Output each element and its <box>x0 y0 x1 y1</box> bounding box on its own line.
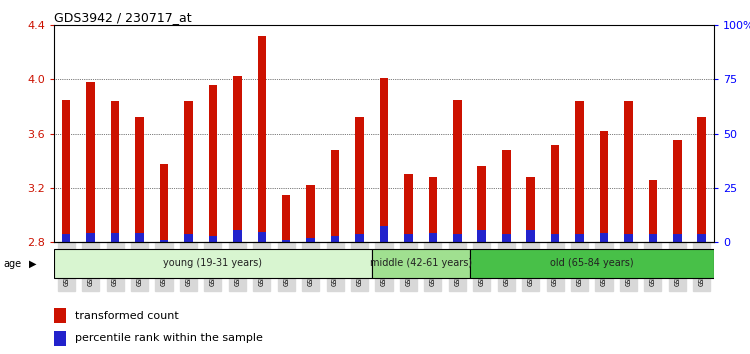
Bar <box>331 150 340 242</box>
Bar <box>550 144 560 242</box>
Bar <box>453 234 461 242</box>
Bar <box>257 232 266 242</box>
FancyBboxPatch shape <box>54 249 372 278</box>
Bar <box>160 164 168 242</box>
Bar <box>86 233 95 242</box>
Bar <box>111 233 119 242</box>
Bar <box>62 99 70 242</box>
Text: age: age <box>4 259 22 269</box>
Bar <box>649 180 657 242</box>
Text: middle (42-61 years): middle (42-61 years) <box>370 258 472 268</box>
Bar <box>575 101 584 242</box>
Text: ▶: ▶ <box>28 259 36 269</box>
Bar <box>453 99 461 242</box>
Bar <box>86 82 95 242</box>
Bar <box>184 101 193 242</box>
Bar <box>404 175 412 242</box>
Bar <box>600 131 608 242</box>
Text: percentile rank within the sample: percentile rank within the sample <box>75 333 263 343</box>
Bar <box>380 78 388 242</box>
Bar <box>428 177 437 242</box>
Bar <box>209 236 218 242</box>
Bar <box>233 76 242 242</box>
Text: young (19-31 years): young (19-31 years) <box>164 258 262 268</box>
Bar <box>209 85 218 242</box>
Bar <box>502 234 511 242</box>
Bar <box>54 331 66 346</box>
FancyBboxPatch shape <box>470 249 714 278</box>
Bar <box>184 234 193 242</box>
Bar <box>698 234 706 242</box>
Text: old (65-84 years): old (65-84 years) <box>550 258 634 268</box>
Bar <box>428 233 437 242</box>
Bar <box>356 234 364 242</box>
Bar <box>673 141 682 242</box>
Bar <box>526 177 535 242</box>
Text: GDS3942 / 230717_at: GDS3942 / 230717_at <box>54 11 192 24</box>
Bar <box>673 234 682 242</box>
Bar <box>160 240 168 242</box>
Bar <box>404 234 412 242</box>
Bar <box>380 226 388 242</box>
Bar <box>502 150 511 242</box>
Bar <box>282 240 290 242</box>
Bar <box>62 234 70 242</box>
Bar <box>478 230 486 242</box>
Bar <box>257 36 266 242</box>
Bar <box>478 166 486 242</box>
Bar <box>54 308 66 323</box>
Bar <box>111 101 119 242</box>
Bar <box>331 236 340 242</box>
Bar <box>307 238 315 242</box>
Bar <box>282 195 290 242</box>
Bar <box>135 117 144 242</box>
Bar <box>356 117 364 242</box>
Bar <box>600 233 608 242</box>
Bar <box>649 234 657 242</box>
Bar <box>624 101 633 242</box>
Bar <box>526 230 535 242</box>
Bar <box>624 234 633 242</box>
Bar <box>550 234 560 242</box>
FancyBboxPatch shape <box>372 249 470 278</box>
Bar <box>698 117 706 242</box>
Bar <box>575 234 584 242</box>
Bar <box>233 230 242 242</box>
Bar <box>135 233 144 242</box>
Bar <box>307 185 315 242</box>
Text: transformed count: transformed count <box>75 311 178 321</box>
